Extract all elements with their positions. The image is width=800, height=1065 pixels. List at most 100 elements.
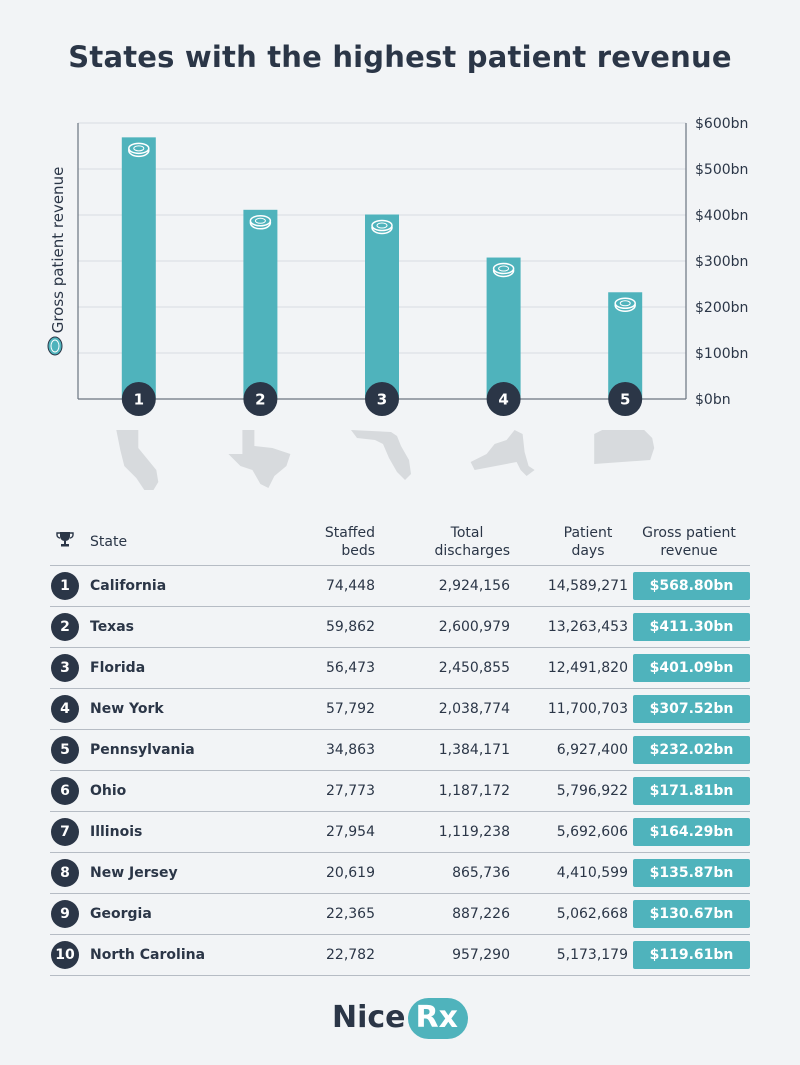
- patient-days-cell: 5,796,922: [510, 770, 628, 812]
- y-tick-label: $100bn: [695, 346, 748, 362]
- revenue-badge: $164.29bn: [633, 818, 750, 846]
- revenue-badge-cell: $171.81bn: [628, 770, 750, 812]
- header-rank: [50, 518, 90, 566]
- state-name-cell: Ohio: [90, 770, 295, 812]
- state-name: Illinois: [90, 824, 143, 840]
- coin-icon: [249, 215, 272, 230]
- revenue-badge-cell: $130.67bn: [628, 893, 750, 935]
- header-days: Patient days: [510, 518, 628, 566]
- state-name-cell: Georgia: [90, 893, 295, 935]
- staffed-beds: 59,862: [326, 619, 375, 635]
- revenue-badge: $232.02bn: [633, 736, 750, 764]
- staffed-beds: 74,448: [326, 578, 375, 594]
- patient-days-cell: 12,491,820: [510, 647, 628, 689]
- y-axis-label-group: Gross patient revenue: [47, 167, 67, 356]
- table-row: 8 New Jersey 20,619 865,736 4,410,599 $135.87…: [50, 852, 750, 894]
- state-name-cell: Pennsylvania: [90, 729, 295, 771]
- y-tick-labels: $0bn $100bn $200bn $300bn $400bn $500bn $600bn: [695, 116, 748, 408]
- bar: [486, 257, 521, 399]
- rank-badge-cell: 5: [50, 729, 90, 771]
- staffed-beds-cell: 74,448: [295, 565, 375, 607]
- revenue-badge-cell: $119.61bn: [628, 934, 750, 976]
- revenue-badge: $130.67bn: [633, 900, 750, 928]
- total-discharges-cell: 957,290: [375, 934, 510, 976]
- category-badge: 2: [243, 382, 278, 416]
- y-tick-label: $500bn: [695, 162, 748, 178]
- bar-chart: $0bn $100bn $200bn $300bn $400bn $500bn $600bn…: [47, 116, 748, 490]
- patient-days-cell: 5,173,179: [510, 934, 628, 976]
- category-badges: 1 2 3 4 5: [121, 382, 643, 416]
- coin-icon: [492, 262, 515, 278]
- category-label: 4: [498, 391, 508, 409]
- bar: [121, 137, 156, 400]
- y-tick-label: $300bn: [695, 254, 748, 270]
- y-tick-label: $600bn: [695, 116, 748, 132]
- patient-days: 4,410,599: [556, 865, 628, 881]
- total-discharges: 2,924,156: [438, 578, 510, 594]
- patient-days: 5,062,668: [556, 906, 628, 922]
- nicerx-logo: Nice Rx: [0, 998, 800, 1039]
- staffed-beds-cell: 57,792: [295, 688, 375, 730]
- rank-badge: 1: [51, 572, 79, 600]
- category-badge: 3: [365, 382, 399, 416]
- revenue-badge-cell: $164.29bn: [628, 811, 750, 853]
- staffed-beds: 20,619: [326, 865, 375, 881]
- state-name: North Carolina: [90, 947, 206, 963]
- rank-badge-cell: 8: [50, 852, 90, 894]
- patient-days-cell: 5,062,668: [510, 893, 628, 935]
- category-badge: 1: [121, 382, 156, 416]
- header-revenue-line1: Gross patient: [642, 524, 736, 541]
- revenue-badge-cell: $568.80bn: [628, 565, 750, 607]
- header-revenue-line2: revenue: [660, 542, 718, 559]
- header-beds-line1: Staffed: [324, 524, 375, 541]
- coin-legend-icon: [47, 336, 63, 356]
- state-name-cell: New Jersey: [90, 852, 295, 894]
- revenue-badge: $411.30bn: [633, 613, 750, 641]
- chart-title: States with the highest patient revenue: [68, 40, 732, 74]
- coin-icon: [614, 297, 636, 313]
- revenue-badge: $568.80bn: [633, 572, 750, 600]
- bar: [365, 214, 399, 399]
- total-discharges-cell: 2,450,855: [375, 647, 510, 689]
- header-revenue: Gross patient revenue: [628, 518, 750, 566]
- coin-icon: [371, 219, 393, 235]
- total-discharges: 2,038,774: [438, 701, 510, 717]
- table-row: 6 Ohio 27,773 1,187,172 5,796,922 $171.81bn: [50, 770, 750, 812]
- logo-text-rx: Rx: [407, 998, 468, 1039]
- patient-days: 13,263,453: [547, 619, 628, 635]
- total-discharges-cell: 1,384,171: [375, 729, 510, 771]
- patient-days-cell: 14,589,271: [510, 565, 628, 607]
- rank-badge: 8: [51, 859, 79, 887]
- total-discharges: 1,384,171: [438, 742, 510, 758]
- staffed-beds-cell: 34,863: [295, 729, 375, 771]
- rank-badge-cell: 2: [50, 606, 90, 648]
- category-label: 5: [620, 391, 630, 409]
- patient-days-cell: 13,263,453: [510, 606, 628, 648]
- staffed-beds: 57,792: [326, 701, 375, 717]
- florida-map-icon: [351, 430, 411, 480]
- table-row: 7 Illinois 27,954 1,119,238 5,692,606 $164.29…: [50, 811, 750, 853]
- total-discharges: 1,187,172: [438, 783, 510, 799]
- total-discharges: 957,290: [452, 947, 510, 963]
- staffed-beds-cell: 20,619: [295, 852, 375, 894]
- y-tick-label: $200bn: [695, 300, 748, 316]
- staffed-beds-cell: 56,473: [295, 647, 375, 689]
- rank-badge-cell: 4: [50, 688, 90, 730]
- total-discharges: 2,450,855: [438, 660, 510, 676]
- state-name-cell: California: [90, 565, 295, 607]
- header-days-line1: Patient: [563, 524, 613, 541]
- state-name-cell: Texas: [90, 606, 295, 648]
- staffed-beds: 22,365: [326, 906, 375, 922]
- header-days-line2: days: [571, 542, 605, 559]
- patient-days-cell: 5,692,606: [510, 811, 628, 853]
- pennsylvania-map-icon: [594, 430, 655, 464]
- logo-text-nice: Nice: [332, 1000, 406, 1035]
- table-row: 5 Pennsylvania 34,863 1,384,171 6,927,400 $23…: [50, 729, 750, 771]
- staffed-beds: 56,473: [326, 660, 375, 676]
- rank-badge-cell: 10: [50, 934, 90, 976]
- staffed-beds-cell: 59,862: [295, 606, 375, 648]
- header-state: State: [90, 518, 295, 566]
- state-name-cell: Florida: [90, 647, 295, 689]
- california-map-icon: [116, 430, 159, 490]
- category-badge: 5: [608, 382, 643, 416]
